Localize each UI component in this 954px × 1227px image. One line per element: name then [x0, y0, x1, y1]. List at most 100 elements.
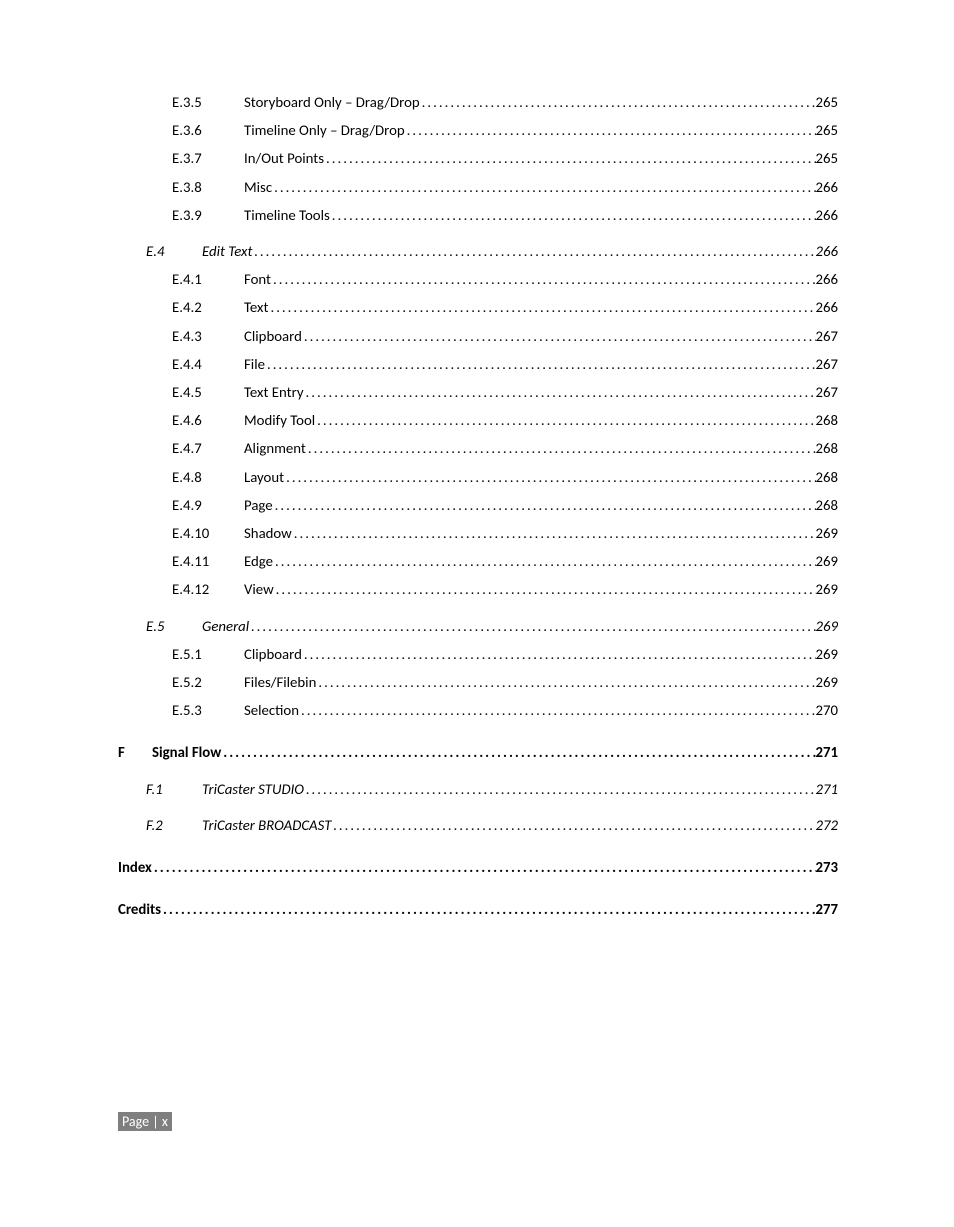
toc-entry-page: 265: [816, 88, 839, 116]
toc-leader-dots: ........................................…: [324, 144, 815, 172]
toc-entry-title: Misc: [244, 173, 272, 201]
toc-entry: E.4.4 File .............................…: [118, 350, 838, 378]
toc-entry-page: 266: [816, 237, 839, 265]
spacer: [118, 839, 838, 853]
toc-leader-dots: ........................................…: [316, 668, 815, 696]
toc-entry-number: E.3.8: [172, 173, 244, 201]
toc-page: E.3.5 Storyboard Only – Drag/Drop ......…: [118, 88, 838, 923]
toc-entry-number: F.2: [146, 811, 202, 839]
toc-leader-dots: ........................................…: [265, 350, 816, 378]
toc-entry-title: Font: [244, 265, 271, 293]
toc-entry-title: TriCaster BROADCAST: [202, 811, 331, 839]
toc-entry-title: Credits: [118, 895, 161, 923]
toc-entry-page: 268: [816, 434, 839, 462]
toc-leader-dots: ........................................…: [268, 293, 815, 321]
toc-entry-title: Shadow: [244, 519, 292, 547]
toc-leader-dots: ........................................…: [161, 895, 816, 923]
toc-entry-page: 269: [816, 519, 839, 547]
toc-entry-page: 267: [816, 350, 839, 378]
spacer: [118, 803, 838, 811]
toc-leader-dots: ........................................…: [304, 775, 816, 803]
page-number-badge: Page | x: [118, 1112, 172, 1131]
toc-entry-number: E.4.4: [172, 350, 244, 378]
spacer: [118, 881, 838, 895]
toc-entry-title: Text Entry: [244, 378, 304, 406]
toc-entry-title: Files/Filebin: [244, 668, 316, 696]
toc-chapter-header: Index ..................................…: [118, 853, 838, 881]
toc-leader-dots: ........................................…: [330, 201, 816, 229]
toc-leader-dots: ........................................…: [273, 491, 816, 519]
toc-entry: E.3.6 Timeline Only – Drag/Drop ........…: [118, 116, 838, 144]
toc-entry-number: E.4.10: [172, 519, 244, 547]
toc-entry-page: 267: [816, 322, 839, 350]
toc-leader-dots: ........................................…: [284, 463, 815, 491]
toc-entry-page: 265: [816, 144, 839, 172]
toc-entry-number: F.1: [146, 775, 202, 803]
toc-entry-title: Edit Text: [202, 237, 252, 265]
toc-entry-page: 265: [816, 116, 839, 144]
toc-entry-title: Timeline Tools: [244, 201, 330, 229]
toc-entry: E.4.12 View ............................…: [118, 575, 838, 603]
toc-entry-title: File: [244, 350, 265, 378]
toc-chapter-header: Credits ................................…: [118, 895, 838, 923]
toc-leader-dots: ........................................…: [152, 853, 816, 881]
toc-entry-title: Clipboard: [244, 322, 302, 350]
toc-section-header: F.1 TriCaster STUDIO ...................…: [118, 775, 838, 803]
toc-section-header: E.4 Edit Text ..........................…: [118, 237, 838, 265]
toc-entry-page: 269: [816, 668, 839, 696]
toc-entry-page: 266: [816, 201, 839, 229]
toc-entry: E.4.5 Text Entry .......................…: [118, 378, 838, 406]
toc-entry-title: General: [202, 612, 249, 640]
toc-entry: E.4.9 Page .............................…: [118, 491, 838, 519]
toc-entry-number: E.3.6: [172, 116, 244, 144]
toc-entry-title: Alignment: [244, 434, 306, 462]
toc-entry-number: E.4.5: [172, 378, 244, 406]
toc-entry: E.5.3 Selection ........................…: [118, 696, 838, 724]
toc-chapter-header: F Signal Flow ..........................…: [118, 738, 838, 766]
toc-entry-number: E.4.6: [172, 406, 244, 434]
toc-entry-number: E.5.3: [172, 696, 244, 724]
toc-leader-dots: ........................................…: [304, 378, 816, 406]
toc-leader-dots: ........................................…: [306, 434, 816, 462]
toc-entry-number: E.3.7: [172, 144, 244, 172]
toc-entry-number: E.5.1: [172, 640, 244, 668]
toc-leader-dots: ........................................…: [249, 612, 815, 640]
toc-entry-number: E.4: [146, 237, 202, 265]
toc-entry-title: Modify Tool: [244, 406, 315, 434]
toc-leader-dots: ........................................…: [405, 116, 816, 144]
toc-leader-dots: ........................................…: [299, 696, 816, 724]
toc-entry-page: 268: [816, 406, 839, 434]
toc-leader-dots: ........................................…: [273, 547, 816, 575]
toc-leader-dots: ........................................…: [292, 519, 816, 547]
toc-entry-number: E.3.5: [172, 88, 244, 116]
toc-entry: E.4.1 Font .............................…: [118, 265, 838, 293]
toc-entry-page: 268: [816, 491, 839, 519]
toc-entry-number: F: [118, 738, 152, 766]
toc-section-header: F.2 TriCaster BROADCAST ................…: [118, 811, 838, 839]
toc-entry: E.4.2 Text .............................…: [118, 293, 838, 321]
toc-entry-title: Page: [244, 491, 273, 519]
toc-entry-number: E.4.9: [172, 491, 244, 519]
toc-entry-title: Text: [244, 293, 268, 321]
toc-leader-dots: ........................................…: [315, 406, 815, 434]
toc-entry-number: E.3.9: [172, 201, 244, 229]
toc-entry-title: Index: [118, 853, 152, 881]
toc-entry: E.5.1 Clipboard ........................…: [118, 640, 838, 668]
toc-leader-dots: ........................................…: [252, 237, 815, 265]
toc-entry-page: 273: [816, 853, 839, 881]
toc-entry: E.3.8 Misc .............................…: [118, 173, 838, 201]
toc-entry-title: Signal Flow: [152, 738, 221, 766]
toc-entry-number: E.4.3: [172, 322, 244, 350]
toc-entry-number: E.4.8: [172, 463, 244, 491]
toc-entry-page: 266: [816, 265, 839, 293]
toc-entry-title: View: [244, 575, 274, 603]
toc-entry: E.4.6 Modify Tool ......................…: [118, 406, 838, 434]
toc-leader-dots: ........................................…: [302, 322, 816, 350]
toc-entry-page: 271: [816, 738, 839, 766]
toc-leader-dots: ........................................…: [331, 811, 815, 839]
toc-entry-number: E.5: [146, 612, 202, 640]
toc-entry-title: TriCaster STUDIO: [202, 775, 304, 803]
toc-entry-page: 269: [816, 547, 839, 575]
toc-entry-page: 271: [816, 775, 839, 803]
toc-entry-number: E.4.12: [172, 575, 244, 603]
